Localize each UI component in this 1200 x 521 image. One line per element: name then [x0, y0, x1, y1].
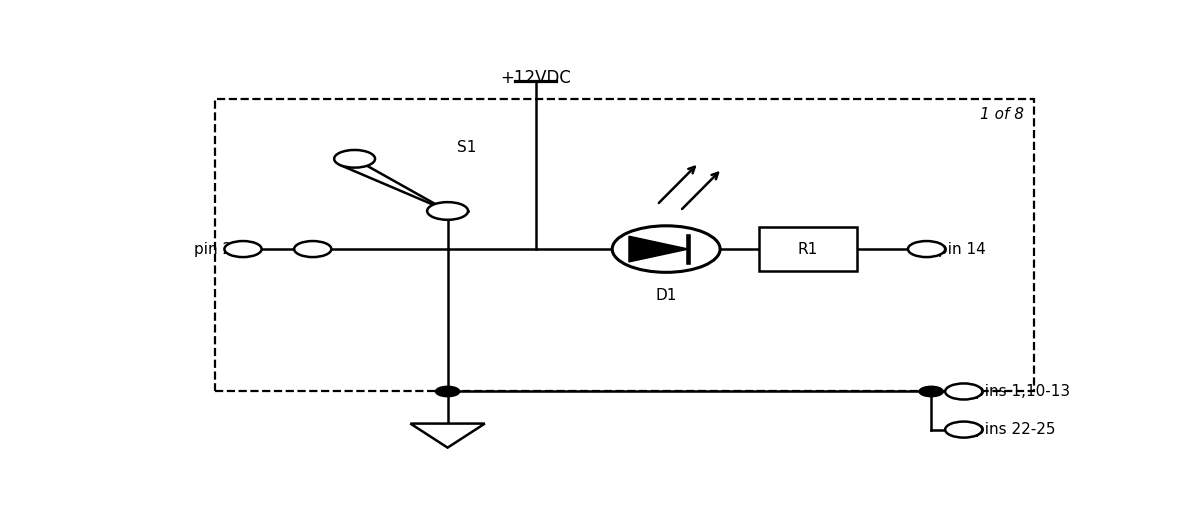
Circle shape	[427, 202, 468, 220]
Circle shape	[946, 383, 983, 400]
Circle shape	[436, 386, 460, 396]
Circle shape	[919, 386, 943, 396]
Bar	[760, 227, 857, 271]
Text: pins 22-25: pins 22-25	[974, 422, 1056, 437]
Text: pin 2: pin 2	[193, 242, 232, 256]
Text: +12VDC: +12VDC	[500, 69, 571, 86]
Text: pins 1,10-13: pins 1,10-13	[974, 384, 1070, 399]
Text: pin 14: pin 14	[937, 242, 985, 256]
Circle shape	[294, 241, 331, 257]
Text: 1 of 8: 1 of 8	[980, 107, 1024, 121]
Text: R1: R1	[798, 242, 818, 256]
Circle shape	[224, 241, 262, 257]
Circle shape	[612, 226, 720, 272]
Text: D1: D1	[655, 289, 677, 303]
Circle shape	[334, 150, 376, 168]
Polygon shape	[629, 236, 689, 262]
Text: S1: S1	[457, 140, 476, 155]
Circle shape	[946, 421, 983, 438]
Circle shape	[908, 241, 946, 257]
